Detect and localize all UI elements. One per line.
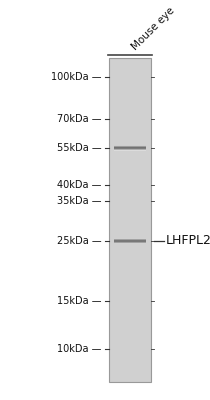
Text: 55kDa —: 55kDa — xyxy=(57,143,101,153)
Text: 70kDa —: 70kDa — xyxy=(57,114,101,124)
Text: 35kDa —: 35kDa — xyxy=(57,196,101,206)
Text: 40kDa —: 40kDa — xyxy=(57,180,101,190)
Bar xyxy=(109,58,151,382)
Text: Mouse eye: Mouse eye xyxy=(130,5,177,52)
Text: 15kDa —: 15kDa — xyxy=(57,296,101,306)
Text: 10kDa —: 10kDa — xyxy=(57,344,101,354)
Text: 100kDa —: 100kDa — xyxy=(51,72,101,82)
Text: LHFPL2: LHFPL2 xyxy=(166,234,210,248)
Text: 25kDa —: 25kDa — xyxy=(57,236,101,246)
